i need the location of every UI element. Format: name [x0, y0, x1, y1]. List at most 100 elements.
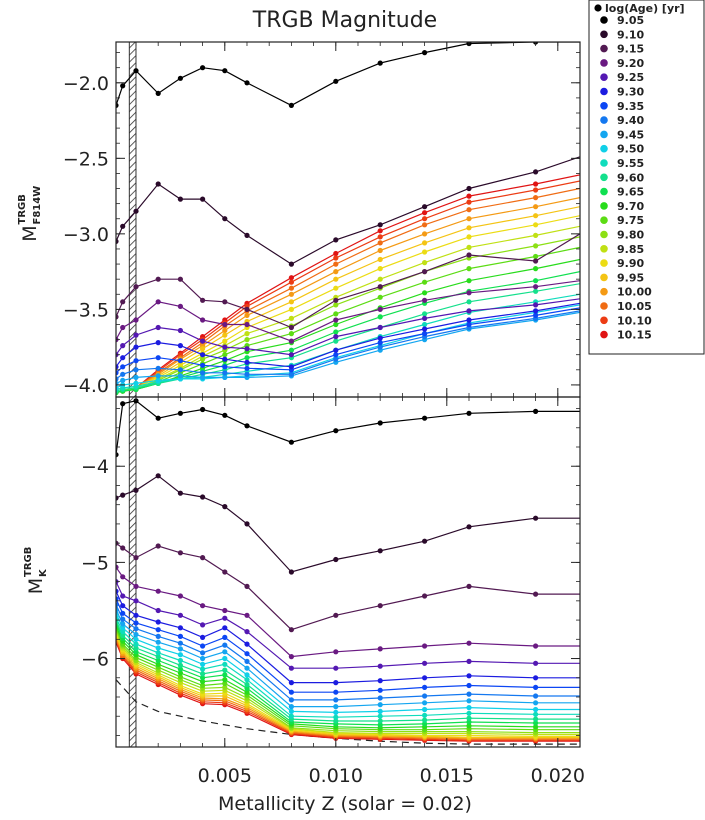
data-point — [177, 674, 183, 680]
data-point — [200, 352, 206, 358]
series-9.35 — [116, 307, 580, 376]
legend-marker — [600, 16, 608, 24]
series-line — [116, 42, 580, 107]
data-point — [533, 675, 539, 681]
data-point — [120, 377, 126, 383]
series-9.05 — [116, 398, 580, 458]
data-point — [120, 625, 126, 631]
legend-item: 9.65 — [600, 186, 644, 199]
data-point — [200, 356, 206, 362]
data-point — [222, 344, 228, 350]
data-point — [422, 321, 428, 328]
data-point — [244, 337, 250, 343]
data-point — [155, 654, 161, 660]
series-9.35 — [116, 596, 580, 695]
data-point — [377, 266, 383, 272]
series-9.55 — [116, 614, 580, 720]
data-point — [377, 702, 383, 708]
data-point — [333, 680, 339, 686]
data-point — [377, 603, 383, 609]
data-point — [422, 326, 428, 332]
data-point — [466, 715, 472, 721]
data-point — [133, 487, 139, 493]
data-point — [288, 261, 294, 267]
data-point — [533, 643, 539, 649]
legend-item: 9.85 — [600, 243, 644, 256]
data-point — [200, 338, 206, 344]
data-point — [466, 658, 472, 665]
data-point — [377, 60, 383, 66]
data-point — [200, 661, 206, 667]
data-point — [533, 243, 539, 249]
data-point — [177, 633, 183, 640]
data-point — [288, 102, 294, 108]
legend-label: 9.55 — [617, 157, 644, 170]
data-point — [120, 574, 126, 580]
data-point — [120, 223, 126, 229]
data-point — [533, 312, 539, 318]
data-point — [200, 634, 206, 641]
data-point — [222, 332, 228, 338]
data-point — [116, 376, 119, 382]
legend-marker — [600, 330, 608, 339]
data-point — [133, 555, 139, 561]
data-point — [177, 358, 183, 364]
legend-label: 9.95 — [617, 271, 644, 284]
y-tick-label: −3.5 — [63, 299, 109, 321]
data-point — [466, 244, 472, 250]
data-point — [333, 237, 339, 243]
data-point — [377, 646, 383, 652]
data-point — [177, 276, 183, 282]
series-10.10 — [116, 180, 580, 396]
legend-label: 9.80 — [617, 229, 644, 242]
data-point — [155, 607, 161, 614]
data-point — [333, 714, 339, 720]
data-point — [222, 607, 228, 614]
legend-marker — [600, 287, 608, 296]
data-point — [333, 347, 339, 353]
data-point — [244, 371, 250, 377]
data-point — [133, 208, 139, 214]
legend-item: 9.25 — [600, 71, 644, 84]
data-point — [533, 660, 539, 666]
data-point — [533, 716, 539, 722]
legend-marker — [600, 159, 608, 167]
data-point — [177, 343, 183, 349]
data-point — [377, 420, 383, 426]
data-point — [244, 232, 250, 238]
data-point — [177, 367, 183, 373]
data-point — [288, 364, 294, 370]
data-point — [466, 193, 472, 199]
y-axis-label-sup: TRGB — [23, 547, 34, 577]
data-point — [377, 335, 383, 341]
data-point — [244, 641, 250, 647]
data-point — [466, 234, 472, 240]
data-point — [120, 629, 126, 635]
data-point — [288, 371, 294, 377]
legend-marker — [600, 259, 608, 267]
data-point — [155, 276, 161, 282]
series-9.10 — [116, 156, 580, 267]
data-point — [377, 306, 383, 312]
data-point — [116, 495, 119, 501]
data-point — [288, 680, 294, 686]
data-point — [155, 373, 161, 379]
data-point — [116, 588, 119, 594]
data-point — [222, 370, 228, 376]
data-point — [533, 700, 539, 706]
data-point — [177, 666, 183, 672]
data-point — [177, 593, 183, 599]
data-point — [244, 365, 250, 371]
legend-label: 9.75 — [617, 214, 644, 227]
data-point — [422, 693, 428, 699]
legend-marker — [600, 273, 608, 282]
data-point — [244, 665, 250, 671]
data-point — [116, 564, 119, 570]
data-point — [377, 687, 383, 693]
legend-marker — [600, 130, 608, 139]
data-point — [133, 631, 139, 638]
legend-label: 9.05 — [617, 14, 644, 27]
data-point — [177, 327, 183, 334]
data-point — [244, 677, 250, 683]
